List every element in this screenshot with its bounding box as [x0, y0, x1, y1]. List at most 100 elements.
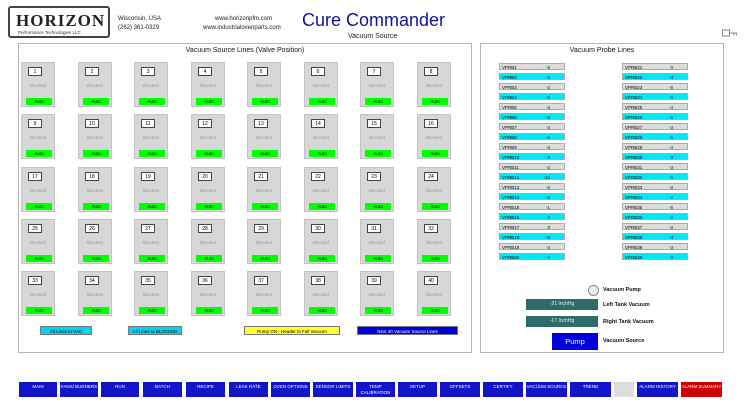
valve-auto-button[interactable]: Auto: [139, 307, 165, 314]
valve-auto-button[interactable]: Auto: [252, 307, 278, 314]
valve-tile[interactable]: 26 Blocked Auto: [78, 219, 112, 264]
valve-auto-button[interactable]: Auto: [83, 98, 109, 105]
valve-tile[interactable]: 3 Blocked Auto: [134, 62, 168, 107]
pump-button[interactable]: Pump: [552, 333, 598, 350]
valve-tile[interactable]: 38 Blocked Auto: [304, 271, 338, 316]
valve-tile[interactable]: 5 Blocked Auto: [247, 62, 281, 107]
nav-fans-burners[interactable]: FANS/ BURNERS: [60, 382, 98, 397]
valve-auto-button[interactable]: Auto: [83, 150, 109, 157]
valve-tile[interactable]: 37 Blocked Auto: [247, 271, 281, 316]
nav-alarm-history[interactable]: ALARM HISTORY: [637, 382, 678, 397]
valve-tile[interactable]: 18 Blocked Auto: [78, 167, 112, 212]
valve-auto-button[interactable]: Auto: [139, 150, 165, 157]
valve-tile[interactable]: 1 Blocked Auto: [21, 62, 55, 107]
valve-auto-button[interactable]: Auto: [139, 255, 165, 262]
nav-run[interactable]: RUN: [101, 382, 139, 397]
all-lines-vac-button[interactable]: All Lines to VAC: [40, 326, 92, 335]
valve-auto-button[interactable]: Auto: [365, 98, 391, 105]
valve-auto-button[interactable]: Auto: [309, 150, 335, 157]
valve-tile[interactable]: 36 Blocked Auto: [191, 271, 225, 316]
valve-auto-button[interactable]: Auto: [196, 203, 222, 210]
valve-tile[interactable]: 23 Blocked Auto: [360, 167, 394, 212]
key-icon[interactable]: [722, 28, 738, 38]
valve-auto-button[interactable]: Auto: [252, 255, 278, 262]
nav-sensor-limits[interactable]: SENSOR LIMITS: [313, 382, 353, 397]
valve-auto-button[interactable]: Auto: [26, 150, 52, 157]
nav-recipe[interactable]: RECIPE: [186, 382, 225, 397]
valve-tile[interactable]: 34 Blocked Auto: [78, 271, 112, 316]
valve-auto-button[interactable]: Auto: [196, 98, 222, 105]
valve-auto-button[interactable]: Auto: [139, 203, 165, 210]
valve-tile[interactable]: 28 Blocked Auto: [191, 219, 225, 264]
valve-tile[interactable]: 27 Blocked Auto: [134, 219, 168, 264]
valve-auto-button[interactable]: Auto: [365, 150, 391, 157]
valve-tile[interactable]: 31 Blocked Auto: [360, 219, 394, 264]
valve-tile[interactable]: 11 Blocked Auto: [134, 114, 168, 159]
next-40-lines-button[interactable]: Next 40 Vacuum Source Lines: [357, 326, 458, 335]
nav-temp-calibration[interactable]: TEMP CALIBRATION: [356, 382, 395, 397]
valve-tile[interactable]: 16 Blocked Auto: [417, 114, 451, 159]
valve-auto-button[interactable]: Auto: [309, 255, 335, 262]
valve-auto-button[interactable]: Auto: [365, 255, 391, 262]
valve-auto-button[interactable]: Auto: [26, 98, 52, 105]
valve-tile[interactable]: 17 Blocked Auto: [21, 167, 55, 212]
valve-tile[interactable]: 30 Blocked Auto: [304, 219, 338, 264]
valve-tile[interactable]: 22 Blocked Auto: [304, 167, 338, 212]
nav-batch[interactable]: BATCH: [143, 382, 182, 397]
valve-auto-button[interactable]: Auto: [26, 255, 52, 262]
valve-auto-button[interactable]: Auto: [196, 307, 222, 314]
valve-auto-button[interactable]: Auto: [196, 150, 222, 157]
valve-auto-button[interactable]: Auto: [252, 203, 278, 210]
valve-auto-button[interactable]: Auto: [365, 203, 391, 210]
valve-tile[interactable]: 8 Blocked Auto: [417, 62, 451, 107]
valve-tile[interactable]: 39 Blocked Auto: [360, 271, 394, 316]
valve-tile[interactable]: 9 Blocked Auto: [21, 114, 55, 159]
valve-auto-button[interactable]: Auto: [422, 255, 448, 262]
valve-tile[interactable]: 20 Blocked Auto: [191, 167, 225, 212]
valve-tile[interactable]: 21 Blocked Auto: [247, 167, 281, 212]
nav-alarm-summary[interactable]: ALARM SUMMARY: [681, 382, 722, 397]
valve-auto-button[interactable]: Auto: [83, 307, 109, 314]
valve-tile[interactable]: 4 Blocked Auto: [191, 62, 225, 107]
valve-tile[interactable]: 24 Blocked Auto: [417, 167, 451, 212]
valve-auto-button[interactable]: Auto: [309, 307, 335, 314]
nav-vacuum-source[interactable]: VACUUM SOURCE: [526, 382, 567, 397]
valve-auto-button[interactable]: Auto: [252, 98, 278, 105]
valve-auto-button[interactable]: Auto: [422, 307, 448, 314]
nav-certify[interactable]: CERTIFY: [483, 382, 523, 397]
nav-setup[interactable]: SETUP: [398, 382, 437, 397]
nav-offsets[interactable]: OFFSETS: [440, 382, 480, 397]
valve-auto-button[interactable]: Auto: [309, 98, 335, 105]
valve-auto-button[interactable]: Auto: [309, 203, 335, 210]
valve-auto-button[interactable]: Auto: [139, 98, 165, 105]
valve-tile[interactable]: 13 Blocked Auto: [247, 114, 281, 159]
valve-tile[interactable]: 15 Blocked Auto: [360, 114, 394, 159]
pump-on-button[interactable]: Pump ON - Header to Full Vacuum: [244, 326, 340, 335]
valve-auto-button[interactable]: Auto: [365, 307, 391, 314]
valve-tile[interactable]: 29 Blocked Auto: [247, 219, 281, 264]
valve-auto-button[interactable]: Auto: [252, 150, 278, 157]
valve-tile[interactable]: 7 Blocked Auto: [360, 62, 394, 107]
all-lines-blocked-button[interactable]: All Lines to BLOCKED: [128, 326, 182, 335]
valve-tile[interactable]: 14 Blocked Auto: [304, 114, 338, 159]
nav-main[interactable]: MAIN: [19, 382, 57, 397]
valve-auto-button[interactable]: Auto: [26, 203, 52, 210]
valve-tile[interactable]: 2 Blocked Auto: [78, 62, 112, 107]
valve-auto-button[interactable]: Auto: [422, 203, 448, 210]
nav-oven-options[interactable]: OVEN OPTIONS: [271, 382, 310, 397]
nav-leak-rate[interactable]: LEAK RATE: [229, 382, 268, 397]
valve-tile[interactable]: 32 Blocked Auto: [417, 219, 451, 264]
valve-tile[interactable]: 12 Blocked Auto: [191, 114, 225, 159]
valve-tile[interactable]: 6 Blocked Auto: [304, 62, 338, 107]
valve-tile[interactable]: 33 Blocked Auto: [21, 271, 55, 316]
valve-tile[interactable]: 35 Blocked Auto: [134, 271, 168, 316]
valve-auto-button[interactable]: Auto: [422, 98, 448, 105]
valve-tile[interactable]: 25 Blocked Auto: [21, 219, 55, 264]
valve-tile[interactable]: 10 Blocked Auto: [78, 114, 112, 159]
valve-auto-button[interactable]: Auto: [83, 203, 109, 210]
nav-trend[interactable]: TREND: [570, 382, 611, 397]
valve-auto-button[interactable]: Auto: [83, 255, 109, 262]
valve-tile[interactable]: 19 Blocked Auto: [134, 167, 168, 212]
valve-auto-button[interactable]: Auto: [196, 255, 222, 262]
valve-tile[interactable]: 40 Blocked Auto: [417, 271, 451, 316]
